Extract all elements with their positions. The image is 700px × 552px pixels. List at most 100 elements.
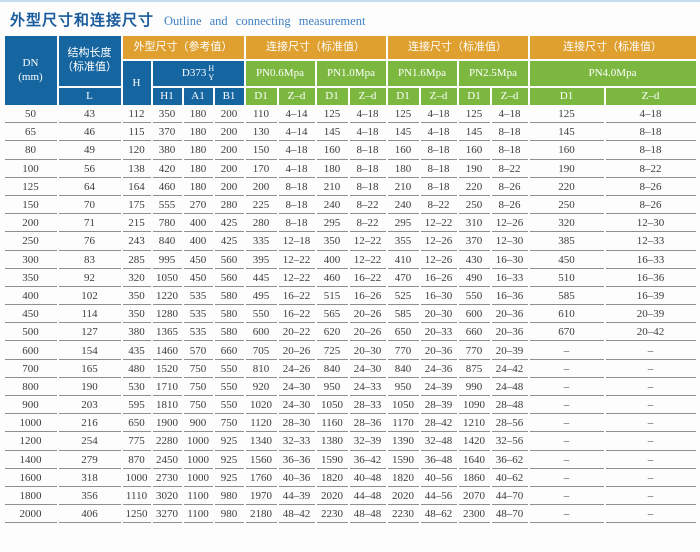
cell-a1: 180	[183, 125, 213, 142]
cell-pn16-zd: 4–18	[420, 107, 457, 124]
cell-a1: 180	[183, 107, 213, 124]
col-header-pn10-zd: Z–d	[349, 88, 386, 105]
cell-pn10-zd: 8–22	[349, 198, 386, 215]
cell-pn16-zd: 28–39	[420, 398, 457, 415]
header-row-subcolumns: L H1 A1 B1 D1 Z–d D1 Z–d D1 Z–d D1 Z–d D…	[5, 88, 696, 105]
cell-a1: 450	[183, 253, 213, 269]
cell-h: 243	[122, 234, 151, 251]
cell-a1: 535	[183, 289, 213, 306]
cell-pn40-d1: –	[529, 416, 604, 433]
table-row: 250 76 243 840 400 425 335 12–18 350 12–22 355 12–2…	[4, 234, 696, 251]
col-header-h1: H1	[152, 88, 182, 105]
col-header-pn25-d1: D1	[458, 88, 490, 105]
cell-pn16-d1: 1050	[387, 398, 419, 415]
table-row: 900 203 595 1810 750 550 1020 24–30 1050 28–33 105…	[4, 398, 696, 415]
cell-pn10-zd: 28–36	[349, 416, 386, 433]
cell-pn40-zd: 8–26	[605, 180, 696, 196]
cell-pn10-zd: 48–48	[349, 507, 386, 524]
cell-l: 46	[58, 125, 121, 142]
cell-pn16-zd: 12–22	[420, 216, 457, 233]
dn-label: DN	[22, 56, 39, 69]
table-row: 300 83 285 995 450 560 395 12–22 400 12–22 410 12–2…	[4, 253, 696, 269]
cell-b1: 200	[214, 125, 244, 142]
cell-pn06-zd: 12–18	[278, 234, 315, 251]
cell-pn10-zd: 12–22	[349, 234, 386, 251]
cell-h: 870	[122, 453, 151, 469]
cell-a1: 535	[183, 307, 213, 324]
cell-a1: 450	[183, 271, 213, 287]
cell-pn16-d1: 1390	[387, 434, 419, 451]
cell-h: 138	[122, 162, 151, 178]
cell-dn: 65	[4, 125, 57, 142]
cell-pn25-zd: 16–30	[491, 253, 528, 269]
cell-pn25-d1: 145	[458, 125, 490, 142]
cell-pn06-d1: 335	[245, 234, 277, 251]
cell-pn40-d1: 250	[529, 198, 604, 215]
cell-pn10-d1: 160	[316, 143, 348, 160]
cell-pn40-d1: –	[529, 434, 604, 451]
col-header-pn25-zd: Z–d	[491, 88, 528, 105]
cell-pn25-zd: 20–39	[491, 343, 528, 360]
cell-b1: 660	[214, 343, 244, 360]
table-row: 1800 356 1110 3020 1100 980 1970 44–39 2020 44–48…	[4, 489, 696, 506]
cell-pn40-d1: 510	[529, 271, 604, 287]
table-row: 2000 406 1250 3270 1100 980 2180 48–42 2230 48–48…	[4, 507, 696, 524]
page-title: 外型尺寸和连接尺寸 Outline and connecting measurem…	[0, 2, 700, 34]
cell-pn10-d1: 350	[316, 234, 348, 251]
cell-pn16-d1: 240	[387, 198, 419, 215]
cell-pn16-zd: 24–36	[420, 362, 457, 378]
cell-pn10-d1: 1160	[316, 416, 348, 433]
col-header-d373: D373 H Y	[152, 61, 244, 86]
cell-pn10-zd: 24–33	[349, 380, 386, 396]
cell-h: 175	[122, 198, 151, 215]
cell-dn: 1600	[4, 471, 57, 487]
cell-pn06-zd: 48–42	[278, 507, 315, 524]
cell-pn10-zd: 20–26	[349, 325, 386, 342]
cell-pn10-d1: 295	[316, 216, 348, 233]
cell-h1: 3020	[152, 489, 182, 506]
cell-pn16-zd: 4–18	[420, 125, 457, 142]
cell-pn25-zd: 48–70	[491, 507, 528, 524]
cell-pn25-d1: 220	[458, 180, 490, 196]
cell-h: 380	[122, 325, 151, 342]
col-header-pn06: PN0.6Mpa	[245, 61, 315, 86]
cell-pn16-d1: 650	[387, 325, 419, 342]
cell-pn40-zd: –	[605, 343, 696, 360]
cell-pn06-d1: 705	[245, 343, 277, 360]
cell-pn10-zd: 8–18	[349, 143, 386, 160]
cell-l: 76	[58, 234, 121, 251]
cell-pn25-zd: 40–62	[491, 471, 528, 487]
cell-pn16-d1: 2020	[387, 489, 419, 506]
cell-pn40-d1: –	[529, 398, 604, 415]
group-header-connect-1: 连接尺寸（标准值）	[245, 36, 386, 59]
cell-dn: 350	[4, 271, 57, 287]
col-header-h: H	[122, 61, 151, 105]
cell-dn: 200	[4, 216, 57, 233]
cell-pn06-d1: 150	[245, 143, 277, 160]
table-row: 450 114 350 1280 535 580 550 16–22 565 20–26 585 20…	[4, 307, 696, 324]
cell-h: 164	[122, 180, 151, 196]
cell-pn25-d1: 550	[458, 289, 490, 306]
table-row: 400 102 350 1220 535 580 495 16–22 515 16–26 525 16…	[4, 289, 696, 306]
cell-b1: 200	[214, 107, 244, 124]
col-header-l: L	[58, 88, 121, 105]
cell-h1: 1460	[152, 343, 182, 360]
cell-a1: 180	[183, 162, 213, 178]
cell-dn: 500	[4, 325, 57, 342]
cell-pn40-zd: 16–39	[605, 289, 696, 306]
cell-pn25-d1: 1210	[458, 416, 490, 433]
cell-pn06-d1: 1970	[245, 489, 277, 506]
col-header-pn16-d1: D1	[387, 88, 419, 105]
cell-dn: 1800	[4, 489, 57, 506]
cell-pn10-d1: 620	[316, 325, 348, 342]
cell-pn40-zd: 8–22	[605, 162, 696, 178]
cell-h: 320	[122, 271, 151, 287]
cell-h1: 420	[152, 162, 182, 178]
cell-h1: 2450	[152, 453, 182, 469]
cell-h1: 1900	[152, 416, 182, 433]
cell-h: 215	[122, 216, 151, 233]
cell-h1: 2730	[152, 471, 182, 487]
cell-pn40-zd: –	[605, 453, 696, 469]
cell-pn16-zd: 20–30	[420, 307, 457, 324]
